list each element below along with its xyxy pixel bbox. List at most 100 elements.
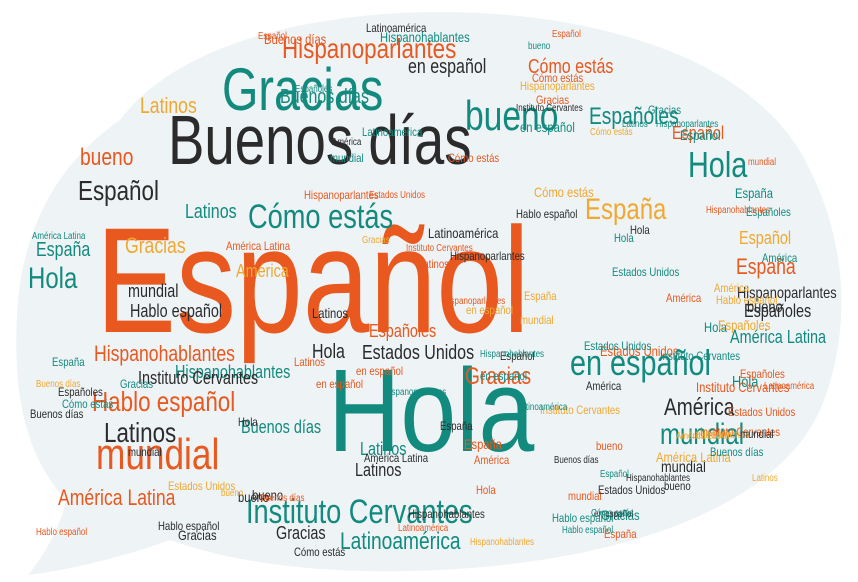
cloud-word: Hola [238,415,258,429]
cloud-word: Hola [312,341,345,363]
cloud-word: mundial [520,313,554,327]
cloud-word: España [52,355,85,369]
cloud-word: Españoles [746,205,791,219]
cloud-word: América [236,261,289,281]
cloud-word: Estados Unidos [168,479,236,493]
cloud-word: América Latina [364,451,429,465]
cloud-word: Estados Unidos [584,339,652,353]
cloud-word: Hispanoparlantes [443,296,506,307]
cloud-word: Hispanoparlantes [304,188,379,202]
cloud-word: Español [600,469,629,480]
cloud-word: Cómo estás [591,508,634,519]
cloud-word: Estados Unidos [600,343,679,359]
cloud-word: Gracias [536,93,570,107]
cloud-word: Instituto Cervantes [540,403,621,417]
cloud-word: España [604,527,637,541]
cloud-word: Españoles [589,103,679,130]
cloud-word: Cómo estás [590,127,633,138]
cloud-word: mundial [740,427,774,441]
cloud-word: Gracias [276,523,326,543]
cloud-word: Instituto Cervantes [696,379,790,395]
cloud-word: Cómo estás [528,56,614,78]
cloud-word: Español [672,123,725,143]
cloud-word: Español [739,228,792,248]
cloud-word: Buenos días [36,379,81,390]
cloud-word: Gracias [120,377,154,391]
speech-bubble-path [16,12,842,575]
cloud-word: América [586,379,622,393]
cloud-word: Latinos [312,305,349,321]
cloud-word: en español [594,509,634,520]
cloud-word: mundial [96,430,220,479]
cloud-word: España [440,419,473,433]
cloud-word: en español [520,119,575,135]
cloud-word: bueno [80,144,134,171]
cloud-word: bueno [238,489,270,505]
cloud-word: Latinoamérica [428,225,499,241]
cloud-word: España [464,436,502,452]
cloud-word: Hispanohablantes [408,507,485,521]
cloud-word: Estados Unidos [728,405,796,419]
cloud-word: Hablo español [562,525,614,536]
cloud-word: Hola [28,262,78,295]
cloud-word: Hablo español [716,293,778,307]
cloud-word: Latinoamérica [764,381,815,392]
cloud-word: Gracias [178,527,217,543]
cloud-word: Españoles [740,367,785,381]
cloud-word: Gracias [362,235,390,246]
cloud-word: Hispanohablantes [706,205,771,216]
cloud-word: Instituto Cervantes [246,493,473,531]
cloud-word: Hablo español [552,511,614,525]
cloud-word: mundial [330,151,364,165]
cloud-word: Buenos días [710,445,764,459]
cloud-word: bueno [747,299,783,316]
cloud-word: Instituto Cervantes [138,368,259,388]
cloud-word: Hispanohablantes [626,473,691,484]
cloud-word: América [664,394,735,421]
cloud-word: Hispanoparlantes [282,33,457,64]
cloud-word: Hispanoparlantes [520,79,595,93]
cloud-word: Hola [476,483,496,497]
cloud-word: bueno [528,41,551,52]
cloud-word: Españoles [58,385,103,399]
cloud-word: Latinoamérica [366,21,427,35]
cloud-word: Hablo español [516,207,578,221]
cloud-word: Españoles [718,317,771,333]
cloud-word: Español [500,349,535,363]
cloud-word: Gracias [648,103,682,117]
cloud-word: bueno [465,92,559,139]
cloud-word: en español [356,364,403,378]
cloud-word: bueno [664,479,691,493]
cloud-word: en español [570,342,711,383]
cloud-word: Buenos días [280,86,369,108]
cloud-word: América [332,137,362,148]
cloud-word: Hola [704,319,728,335]
cloud-word: Latinoamérica [340,528,461,555]
cloud-word: América [474,453,510,467]
cloud-word: Gracias [601,507,640,523]
cloud-word: bueno [596,439,623,453]
cloud-word: Hola [630,223,650,237]
cloud-word: Hola [688,144,748,185]
cloud-word: mundial [660,418,745,451]
cloud-word: Españoles [295,84,333,95]
cloud-word: Españoles [744,301,812,321]
cloud-word: Latinos [294,355,325,369]
cloud-word: Cómo estás [62,397,114,411]
cloud-word: Instituto Cervantes [406,243,473,254]
cloud-word: Latinos [104,417,177,448]
cloud-word: en español [466,303,513,317]
cloud-word: América Latina [676,431,730,442]
cloud-word: Latinoamérica [690,427,751,441]
cloud-word: Hispanohablantes [175,362,291,382]
cloud-word: Buenos días [264,31,327,47]
cloud-word: Hablo español [92,386,236,417]
cloud-word: Hispanohablantes [480,349,545,360]
cloud-word: América [666,291,702,305]
cloud-word: Español [552,29,581,40]
cloud-word: Hispanohablantes [470,537,535,548]
cloud-word: Latinos [140,93,197,118]
cloud-word: Español [258,31,287,42]
cloud-word: Buenos días [241,417,322,437]
